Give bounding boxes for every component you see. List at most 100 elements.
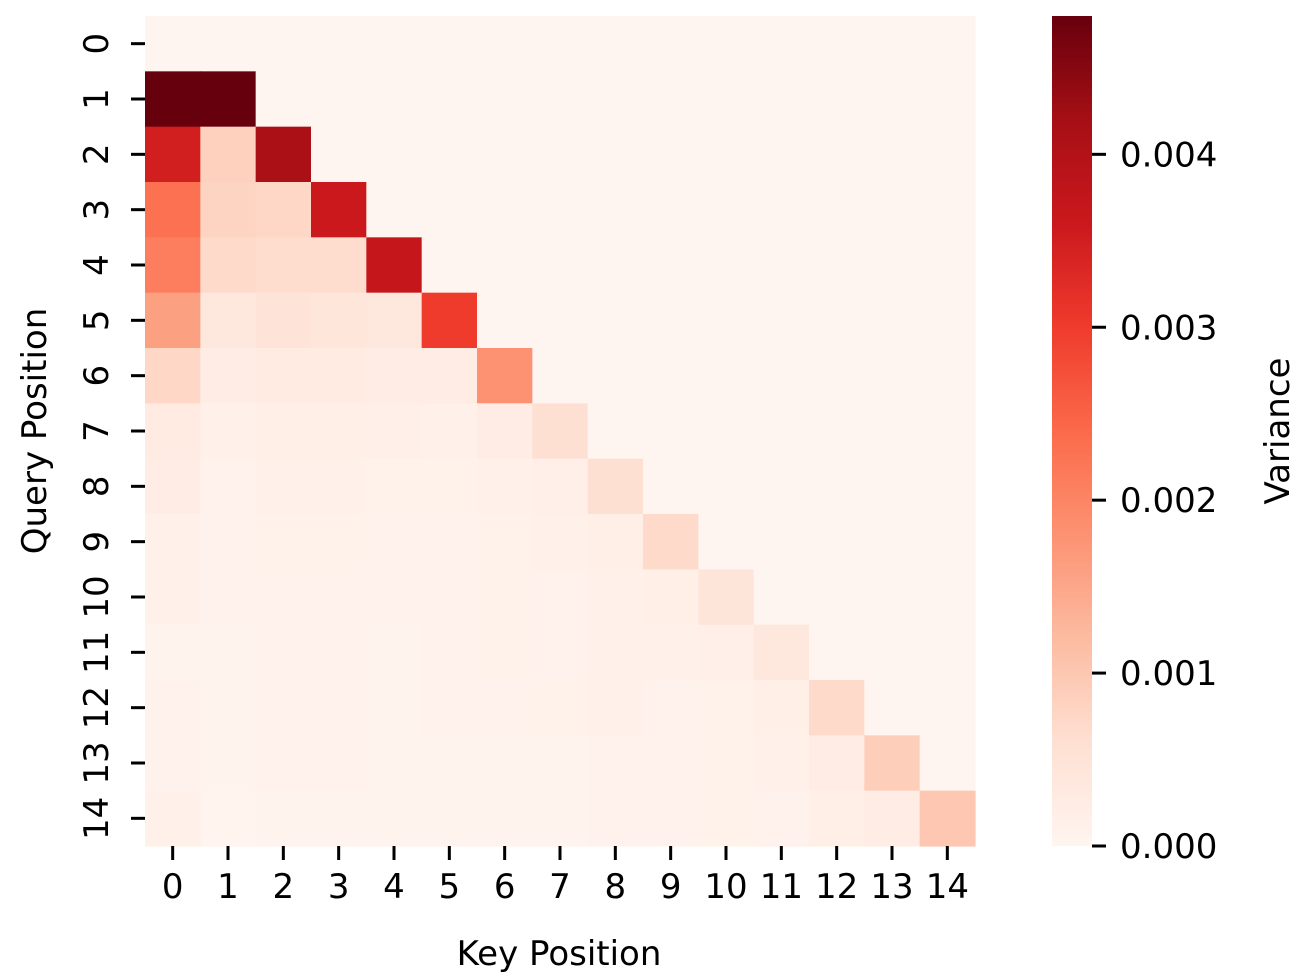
- heatmap-cell-8-12: [809, 458, 865, 515]
- heatmap-cell-9-11: [753, 514, 810, 570]
- x-tick-label: 4: [383, 867, 405, 907]
- heatmap-cell-7-13: [864, 403, 921, 460]
- heatmap-cell-6-3: [311, 348, 367, 404]
- heatmap-cell-7-4: [366, 403, 423, 460]
- heatmap-cell-8-9: [643, 458, 699, 515]
- heatmap-cell-14-11: [753, 790, 810, 847]
- y-axis-label: Query Position: [15, 308, 55, 555]
- y-tick-label: 14: [77, 797, 117, 840]
- heatmap-cell-7-10: [698, 403, 755, 460]
- heatmap-cell-6-1: [200, 348, 257, 404]
- heatmap-cell-7-5: [421, 403, 478, 460]
- heatmap-cell-3-4: [366, 182, 423, 238]
- heatmap-cell-11-7: [532, 624, 589, 681]
- heatmap-cell-12-13: [864, 680, 921, 736]
- heatmap-cell-8-10: [698, 458, 755, 515]
- heatmap-cell-0-14: [919, 16, 976, 72]
- heatmap-cell-0-13: [864, 16, 921, 72]
- heatmap-cell-1-12: [809, 71, 865, 128]
- heatmap-cell-0-8: [587, 16, 644, 72]
- heatmap-cell-7-11: [753, 403, 810, 460]
- heatmap-cell-5-5: [421, 292, 478, 349]
- heatmap-cell-3-2: [255, 182, 312, 238]
- heatmap-cell-3-3: [311, 182, 367, 238]
- heatmap-cell-1-11: [753, 71, 810, 128]
- heatmap-cell-2-5: [421, 126, 478, 183]
- heatmap-cell-13-12: [809, 735, 865, 792]
- heatmap-cell-10-12: [809, 569, 865, 626]
- y-tick-label: 8: [77, 476, 117, 498]
- colorbar-tick-label: 0.002: [1120, 481, 1217, 521]
- heatmap-cell-6-4: [366, 348, 423, 404]
- heatmap-cell-9-1: [200, 514, 257, 570]
- x-tick-label: 9: [660, 867, 682, 907]
- heatmap-cell-6-12: [809, 348, 865, 404]
- x-tick-label: 10: [704, 867, 747, 907]
- heatmap-cell-8-2: [255, 458, 312, 515]
- heatmap-cell-2-13: [864, 126, 921, 183]
- heatmap-cell-0-2: [255, 16, 312, 72]
- heatmap-cell-12-7: [532, 680, 589, 736]
- heatmap-cell-10-5: [421, 569, 478, 626]
- heatmap-cell-14-12: [809, 790, 865, 847]
- x-tick-label: 12: [815, 867, 858, 907]
- heatmap-cell-13-2: [255, 735, 312, 792]
- heatmap-cell-4-1: [200, 237, 257, 294]
- heatmap-cell-13-11: [753, 735, 810, 792]
- heatmap-cell-8-11: [753, 458, 810, 515]
- heatmap-cell-10-4: [366, 569, 423, 626]
- heatmap-cell-9-13: [864, 514, 921, 570]
- y-tick-label: 0: [77, 33, 117, 55]
- heatmap-cell-4-14: [919, 237, 976, 294]
- heatmap-cell-14-1: [200, 790, 257, 847]
- heatmap-cell-2-0: [145, 126, 201, 183]
- heatmap-cell-5-4: [366, 292, 423, 349]
- heatmap-cell-1-0: [145, 71, 201, 128]
- heatmap-cell-5-3: [311, 292, 367, 349]
- heatmap-cell-2-10: [698, 126, 755, 183]
- heatmap-cell-12-3: [311, 680, 367, 736]
- x-tick-label: 7: [549, 867, 571, 907]
- heatmap-cell-10-6: [477, 569, 533, 626]
- heatmap-cell-9-12: [809, 514, 865, 570]
- heatmap-cell-12-11: [753, 680, 810, 736]
- heatmap-cell-12-1: [200, 680, 257, 736]
- heatmap-cell-5-9: [643, 292, 699, 349]
- heatmap-cell-0-5: [421, 16, 478, 72]
- heatmap-cell-11-3: [311, 624, 367, 681]
- heatmap-cell-2-14: [919, 126, 976, 183]
- heatmap-cell-4-5: [421, 237, 478, 294]
- heatmap-cell-13-7: [532, 735, 589, 792]
- heatmap-cell-1-4: [366, 71, 423, 128]
- heatmap-cell-12-8: [587, 680, 644, 736]
- heatmap-cell-12-6: [477, 680, 533, 736]
- heatmap-cell-7-2: [255, 403, 312, 460]
- heatmap-cell-14-5: [421, 790, 478, 847]
- heatmap-cell-9-2: [255, 514, 312, 570]
- y-tick-label: 2: [77, 144, 117, 166]
- heatmap-cell-1-13: [864, 71, 921, 128]
- heatmap-cell-7-7: [532, 403, 589, 460]
- heatmap-cell-5-13: [864, 292, 921, 349]
- heatmap-cell-6-7: [532, 348, 589, 404]
- heatmap-cell-1-2: [255, 71, 312, 128]
- heatmap-cell-3-6: [477, 182, 533, 238]
- colorbar-tick-label: 0.001: [1120, 654, 1217, 694]
- y-tick-label: 6: [77, 365, 117, 387]
- heatmap-cell-2-2: [255, 126, 312, 183]
- heatmap-cell-0-10: [698, 16, 755, 72]
- heatmap-cell-12-9: [643, 680, 699, 736]
- y-tick-label: 10: [77, 575, 117, 618]
- heatmap-cell-6-2: [255, 348, 312, 404]
- heatmap-cell-5-6: [477, 292, 533, 349]
- heatmap-cells: [145, 16, 976, 847]
- heatmap-cell-9-8: [587, 514, 644, 570]
- heatmap-cell-14-4: [366, 790, 423, 847]
- heatmap-cell-12-12: [809, 680, 865, 736]
- y-tick-label: 12: [77, 686, 117, 729]
- heatmap-cell-11-11: [753, 624, 810, 681]
- heatmap-cell-12-4: [366, 680, 423, 736]
- heatmap-cell-12-5: [421, 680, 478, 736]
